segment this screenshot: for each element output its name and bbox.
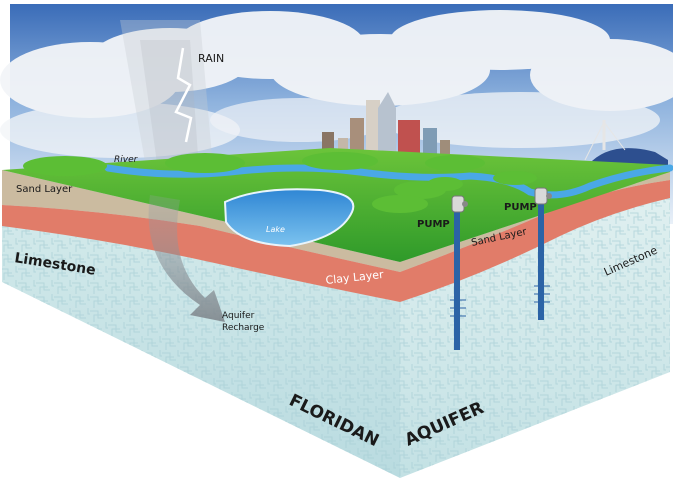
lake-label: Lake <box>266 225 285 234</box>
pump-1 <box>450 195 468 350</box>
aquifer-recharge-label-line2: Recharge <box>222 323 265 333</box>
pump-2 <box>534 187 552 320</box>
bridge <box>584 120 668 172</box>
lightning-icon <box>174 47 193 143</box>
city-skyline <box>322 92 450 156</box>
clouds <box>0 10 673 158</box>
clay-layer-label: Clay Layer <box>325 268 385 287</box>
trees <box>23 152 537 213</box>
river-label: River <box>114 155 139 165</box>
pump-1-label: PUMP <box>417 219 450 230</box>
right-cross-section <box>400 172 670 478</box>
sand-layer-left-label: Sand Layer <box>16 184 73 195</box>
river <box>104 164 673 199</box>
rain-streak <box>120 20 215 190</box>
rain-label: RAIN <box>198 52 224 65</box>
pump-2-label: PUMP <box>504 202 537 213</box>
lake <box>223 188 355 248</box>
recharge-arrow <box>148 195 225 322</box>
left-cross-section <box>2 170 400 478</box>
aquifer-recharge-label-line1: Aquifer <box>222 311 255 321</box>
